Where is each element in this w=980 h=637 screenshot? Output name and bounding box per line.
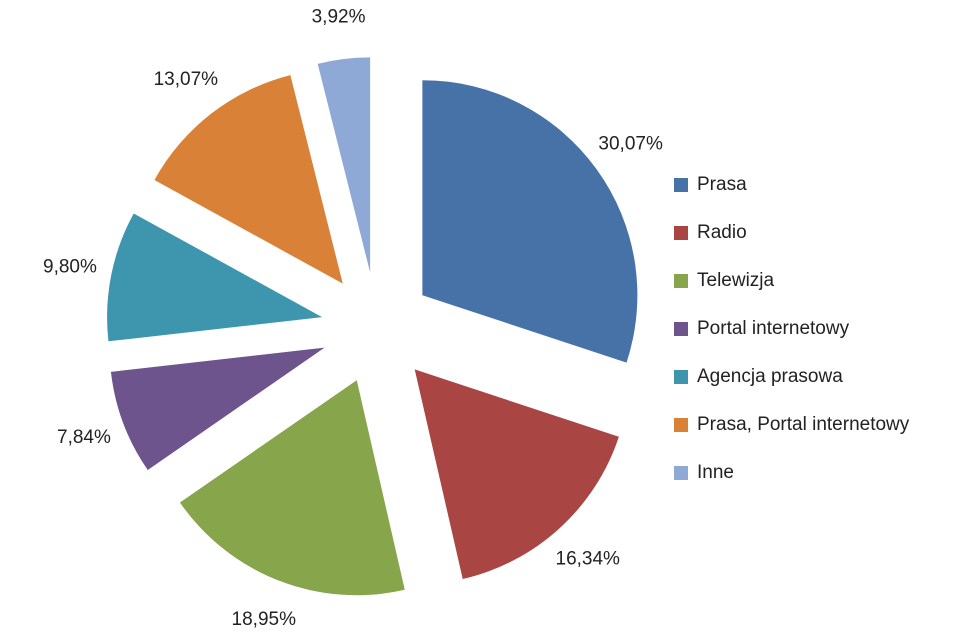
legend-label: Radio	[697, 222, 747, 243]
legend-swatch	[674, 178, 688, 192]
pie-slice	[414, 369, 619, 579]
data-label: 18,95%	[232, 609, 297, 630]
pie-slice	[422, 80, 638, 363]
data-label: 16,34%	[556, 548, 621, 569]
legend-label: Agencja prasowa	[697, 366, 843, 387]
legend-label: Inne	[697, 462, 734, 483]
legend-swatch	[674, 226, 688, 240]
pie-slice	[107, 213, 323, 342]
data-label: 7,84%	[57, 427, 111, 448]
legend-label: Prasa, Portal internetowy	[697, 414, 910, 435]
legend-label: Telewizja	[697, 270, 775, 291]
legend-swatch	[674, 370, 688, 384]
data-label: 9,80%	[43, 256, 97, 277]
legend-swatch	[674, 418, 688, 432]
pie-slice	[110, 347, 325, 471]
data-label: 30,07%	[598, 134, 663, 155]
data-label: 3,92%	[312, 6, 366, 27]
pie-slice	[317, 57, 371, 273]
legend-label: Portal internetowy	[697, 318, 850, 339]
legend-swatch	[674, 322, 688, 336]
data-label: 13,07%	[154, 69, 219, 90]
pie-slice	[154, 75, 343, 284]
legend-label: Prasa	[697, 174, 747, 195]
legend-swatch	[674, 466, 688, 480]
legend-swatch	[674, 274, 688, 288]
pie-slice	[179, 380, 405, 596]
